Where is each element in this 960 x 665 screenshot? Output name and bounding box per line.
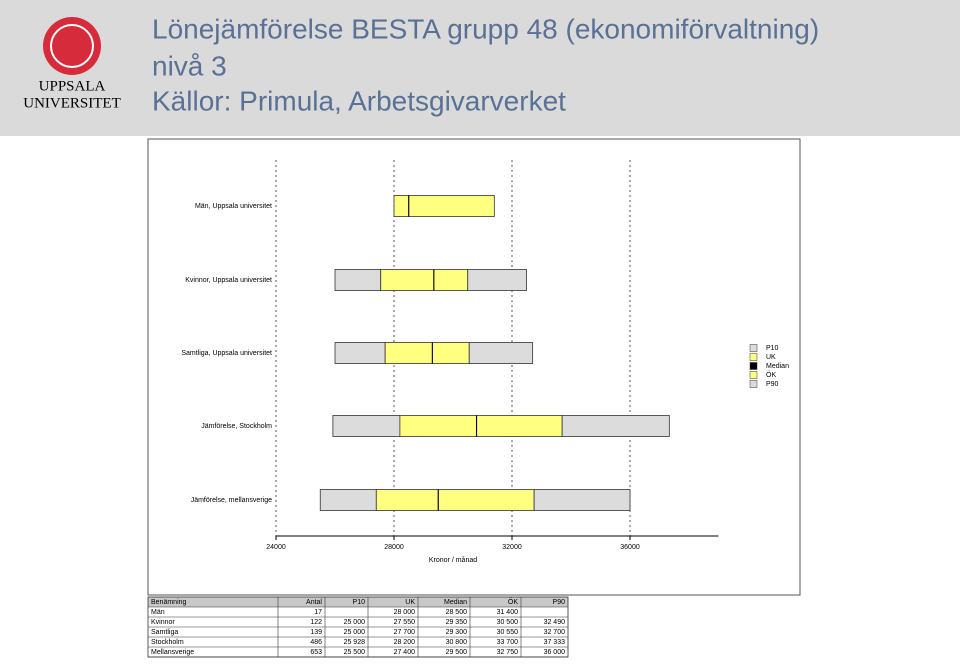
- logo-ring: [50, 24, 94, 68]
- range-segment: [476, 415, 563, 437]
- legend-label: UK: [766, 354, 776, 361]
- table-border: [147, 596, 569, 658]
- range-segment: [334, 342, 386, 364]
- range-segment: [380, 269, 435, 291]
- range-segment: [375, 489, 439, 511]
- table-cell: 17: [314, 609, 322, 616]
- range-segment: [431, 342, 470, 364]
- range-segment: [319, 489, 377, 511]
- title: nivå 3: [152, 50, 227, 81]
- table-cell: 27 400: [394, 649, 416, 656]
- table-cell: 27 700: [394, 629, 416, 636]
- table-cell: 30 500: [497, 619, 519, 626]
- table-cell: 25 000: [344, 629, 366, 636]
- table-cell: 139: [310, 629, 322, 636]
- title: Källor: Primula, Arbetsgivarverket: [152, 85, 566, 116]
- x-axis-label: Kronor / månad: [429, 556, 477, 564]
- table-cell: 25 928: [344, 639, 366, 646]
- chart: 24000 28000 32000 36000 Kronor / månad Män, U…: [181, 160, 789, 564]
- category-label: Samtliga, Uppsala universitet: [181, 350, 272, 357]
- table-cell: 25 000: [344, 619, 366, 626]
- range-segment: [437, 489, 535, 511]
- table-cell: 28 000: [394, 609, 416, 616]
- table-cell: 30 550: [497, 629, 519, 636]
- table-cell: Stockholm: [151, 639, 184, 646]
- legend-swatch: [749, 362, 758, 370]
- table-cell: 29 500: [446, 649, 468, 656]
- table-cell: 32 700: [544, 629, 566, 636]
- table-cell: 31 400: [497, 609, 519, 616]
- table-header-cell: P10: [353, 599, 366, 606]
- table-header-cell: Median: [444, 599, 467, 606]
- table-cell: Kvinnor: [151, 619, 175, 626]
- x-tick-label: 28000: [384, 544, 404, 551]
- table-cell: 32 490: [544, 619, 566, 626]
- range-segment: [467, 269, 527, 291]
- header-band: [0, 0, 960, 136]
- legend-label: Median: [766, 363, 789, 370]
- table-cell: 28 500: [446, 609, 468, 616]
- table-cell: Samtliga: [151, 629, 178, 636]
- legend-swatch: [749, 344, 758, 352]
- category-label: Män, Uppsala universitet: [195, 203, 272, 210]
- table-header-cell: Benämning: [151, 599, 187, 606]
- table-header-bg: [148, 597, 568, 607]
- legend-swatch: [749, 353, 758, 361]
- category-label: Kvinnor, Uppsala universitet: [185, 277, 272, 284]
- x-tick-label: 24000: [266, 544, 286, 551]
- category-label: Jämförelse, Stockholm: [201, 423, 272, 430]
- logo-text: UPPSALA: [39, 78, 106, 94]
- table-header-cell: P90: [553, 599, 566, 606]
- table-cell: 30 800: [446, 639, 468, 646]
- legend-label: P90: [766, 381, 779, 388]
- x-tick-label: 36000: [620, 544, 640, 551]
- range-segment: [334, 269, 382, 291]
- range-segment: [561, 415, 670, 437]
- range-segment: [433, 269, 469, 291]
- table-cell: 486: [310, 639, 322, 646]
- range-segment: [533, 489, 631, 511]
- table-cell: 122: [310, 619, 322, 626]
- legend-swatch: [749, 380, 758, 388]
- legend-label: P10: [766, 345, 779, 352]
- logo-text: UNIVERSITET: [23, 95, 121, 111]
- table-cell: Mellansverige: [151, 649, 194, 656]
- range-segment: [399, 415, 477, 437]
- table-header-cell: Antal: [306, 599, 322, 606]
- table-cell: Män: [151, 609, 165, 616]
- table-cell: 28 200: [394, 639, 416, 646]
- table-cell: 25 500: [344, 649, 366, 656]
- table-cell: 33 700: [497, 639, 519, 646]
- table-cell: 29 300: [446, 629, 468, 636]
- legend-swatch: [749, 371, 758, 379]
- range-segment: [332, 415, 401, 437]
- table-cell: 32 750: [497, 649, 519, 656]
- table-cell: 653: [310, 649, 322, 656]
- range-segment: [408, 195, 495, 217]
- table-cell: 29 350: [446, 619, 468, 626]
- x-tick-label: 32000: [502, 544, 522, 551]
- table-header-cell: UK: [405, 599, 415, 606]
- table-header-cell: ÖK: [508, 598, 518, 606]
- range-segment: [384, 342, 433, 364]
- category-label: Jämförelse, mellansverige: [191, 497, 272, 504]
- range-segment: [468, 342, 534, 364]
- title: Lönejämförelse BESTA grupp 48 (ekonomifö…: [152, 13, 819, 44]
- legend-label: ÖK: [766, 371, 776, 379]
- table-cell: 36 000: [544, 649, 566, 656]
- table: Benämning Antal P10 UK Median ÖK P90 Män 17 28 00…: [147, 596, 569, 658]
- range-segment: [393, 195, 410, 217]
- table-cell: 37 333: [544, 639, 566, 646]
- table-cell: 27 550: [394, 619, 416, 626]
